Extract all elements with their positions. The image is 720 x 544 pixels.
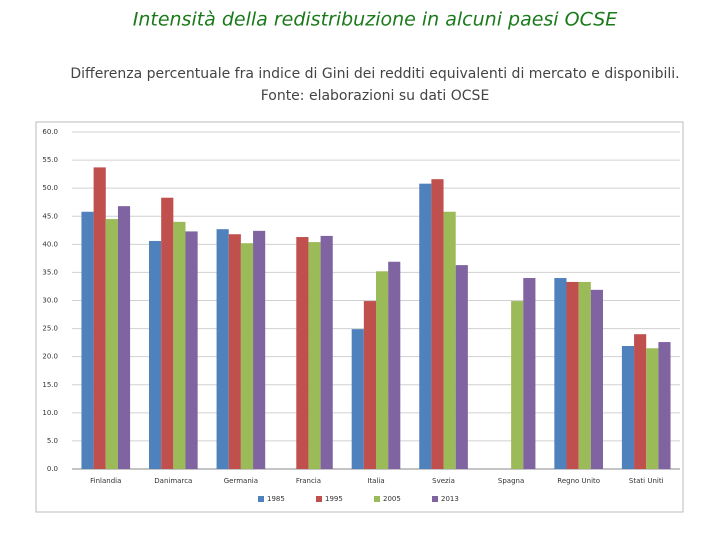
bar: [253, 230, 266, 469]
bar: [161, 197, 174, 469]
y-tick-label: 35.0: [42, 268, 58, 276]
bar: [443, 211, 456, 470]
legend-swatch: [432, 496, 438, 502]
y-tick-label: 5.0: [47, 437, 58, 445]
x-tick-label: Italia: [367, 477, 384, 485]
bar: [578, 281, 591, 469]
bar: [590, 289, 603, 469]
bar: [351, 329, 364, 469]
bar: [431, 179, 444, 469]
bar: [117, 206, 131, 469]
bar: [81, 211, 94, 470]
bar: [296, 237, 309, 469]
bar: [173, 221, 186, 469]
bar: [240, 243, 254, 469]
legend-swatch: [316, 496, 322, 502]
bar: [554, 278, 567, 469]
x-tick-label: Danimarca: [154, 477, 192, 485]
bar: [216, 229, 229, 469]
bar: [646, 348, 659, 469]
bar: [419, 183, 432, 469]
legend-swatch: [258, 496, 264, 502]
y-tick-label: 15.0: [42, 381, 58, 389]
y-tick-label: 25.0: [42, 325, 58, 333]
y-tick-label: 10.0: [42, 409, 58, 417]
bar: [149, 240, 162, 469]
legend-label: 2013: [441, 495, 459, 503]
y-tick-label: 55.0: [42, 156, 58, 164]
x-tick-label: Spagna: [498, 477, 524, 485]
bar: [320, 235, 333, 469]
bar: [105, 219, 118, 469]
subtitle-line: Fonte: elaborazioni su dati OCSE: [261, 88, 490, 104]
bar: [308, 242, 321, 469]
x-tick-label: Francia: [296, 477, 321, 485]
bar: [228, 234, 241, 469]
bar: [523, 278, 536, 469]
slide-title: Intensità della redistribuzione in alcun…: [133, 9, 618, 31]
bar: [388, 261, 401, 469]
x-tick-label: Germania: [224, 477, 258, 485]
subtitle-line: Differenza percentuale fra indice di Gin…: [70, 66, 679, 82]
bar: [658, 342, 671, 469]
bar: [511, 301, 524, 469]
x-tick-label: Finlandia: [90, 477, 121, 485]
y-tick-label: 50.0: [42, 184, 58, 192]
bar: [185, 231, 198, 469]
y-tick-label: 20.0: [42, 353, 58, 361]
legend-label: 1985: [267, 495, 285, 503]
bar: [634, 334, 647, 469]
x-tick-label: Stati Uniti: [629, 477, 664, 485]
y-tick-label: 60.0: [42, 128, 58, 136]
bar: [376, 271, 389, 469]
y-tick-label: 40.0: [42, 240, 58, 248]
y-tick-label: 0.0: [47, 465, 58, 473]
legend-swatch: [374, 496, 380, 502]
legend-label: 2005: [383, 495, 401, 503]
bar: [93, 167, 106, 469]
x-tick-label: Svezia: [432, 477, 455, 485]
bar: [621, 345, 635, 469]
y-tick-label: 45.0: [42, 212, 58, 220]
legend-label: 1995: [325, 495, 343, 503]
y-tick-label: 30.0: [42, 297, 58, 305]
bar: [566, 281, 579, 469]
x-tick-label: Regno Unito: [557, 477, 600, 485]
bar: [455, 265, 468, 469]
bar: [363, 301, 376, 469]
